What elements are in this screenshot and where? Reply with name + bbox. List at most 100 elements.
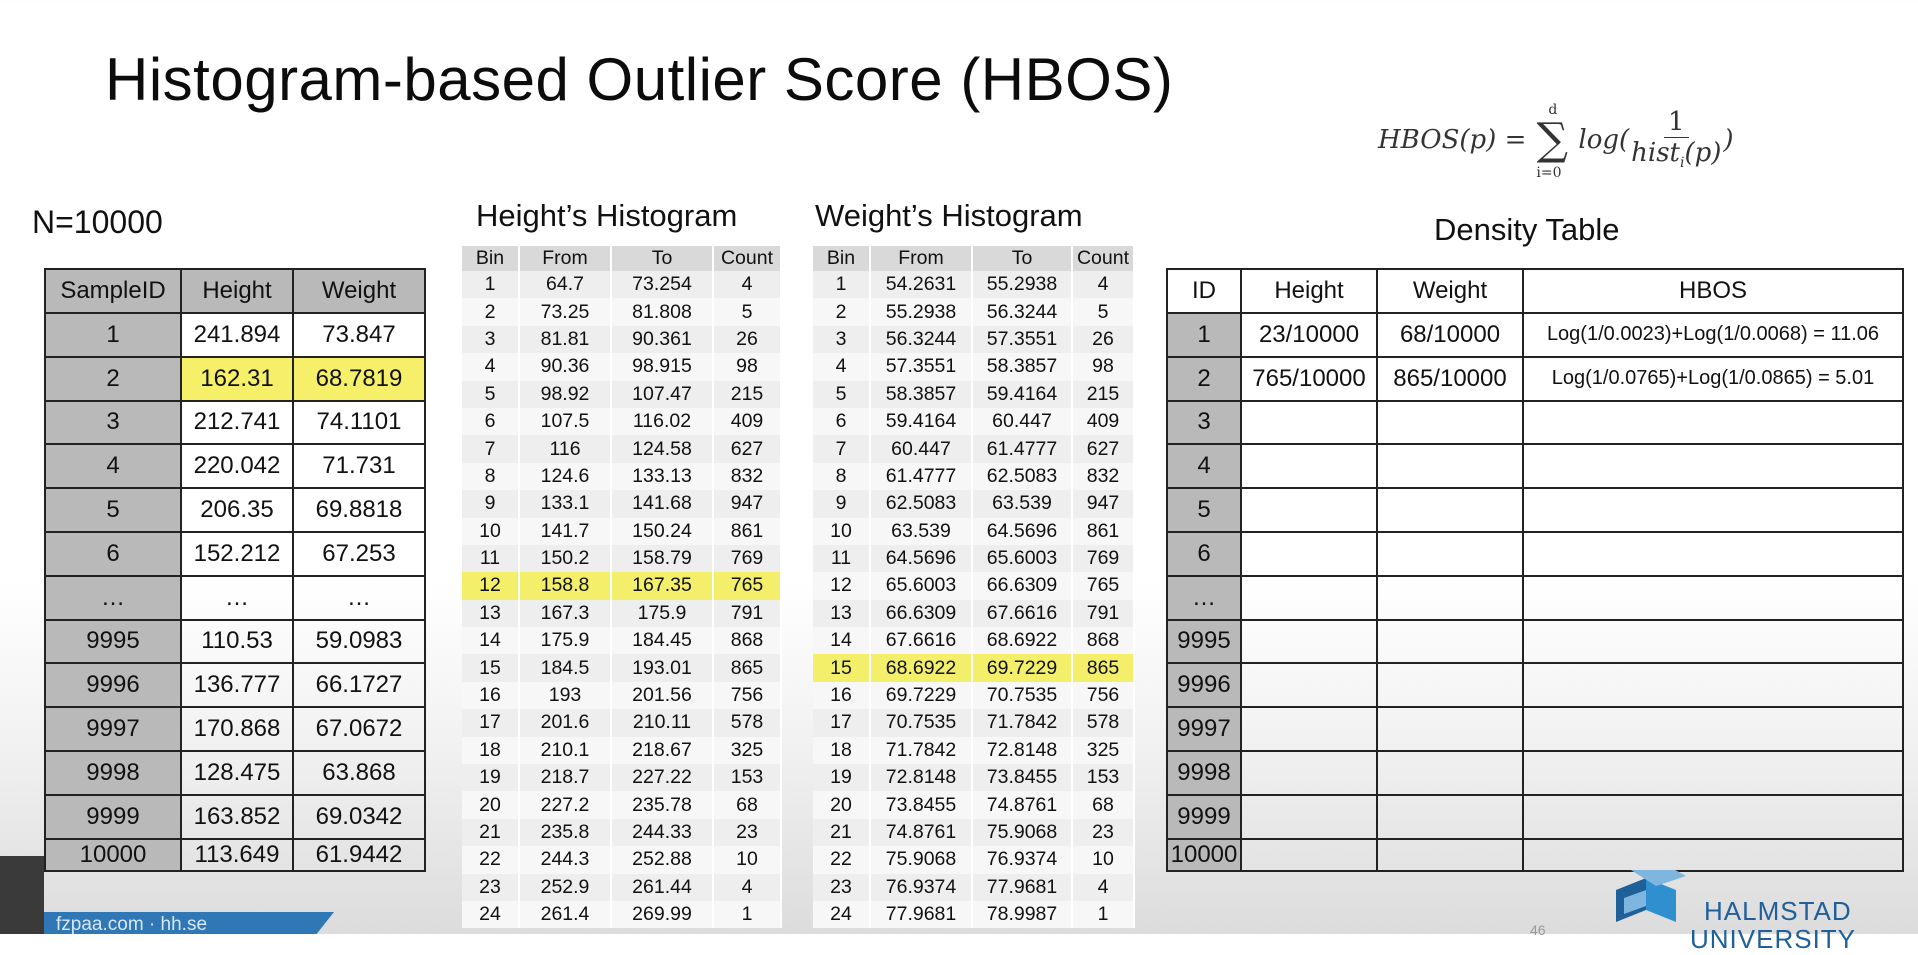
- sample-cell: 9998: [44, 749, 182, 796]
- formula-fraction: 1 histi(p): [1631, 108, 1721, 172]
- hist-cell: 24: [462, 900, 520, 929]
- hist-cell: 133.1: [520, 490, 612, 518]
- hist-cell: 55.2938: [973, 271, 1073, 299]
- sample-cell: 9999: [44, 793, 182, 840]
- density-cell: [1376, 837, 1524, 872]
- sample-cell: 71.731: [292, 443, 426, 490]
- hist-cell: 10: [813, 517, 871, 545]
- sample-cell: 2: [44, 355, 182, 402]
- hist-cell: 20: [813, 791, 871, 819]
- hist-cell: 67.6616: [871, 627, 973, 655]
- hist-header-cell: To: [612, 246, 714, 271]
- density-cell: [1240, 706, 1378, 752]
- hist-cell: 23: [714, 818, 782, 847]
- hist-row: 22 244.3 252.88 10: [462, 846, 782, 874]
- hist-row: 6 59.4164 60.447 409: [813, 407, 1135, 436]
- hist-cell: 4: [714, 271, 782, 299]
- hist-cell: 150.2: [520, 544, 612, 573]
- hist-row: 17 201.6 210.11 578: [462, 709, 782, 737]
- hist-header-cell: To: [973, 246, 1073, 271]
- hist-cell: 98: [714, 353, 782, 381]
- density-cell: [1376, 399, 1524, 446]
- hist-cell: 765: [714, 572, 782, 600]
- sample-row: 9998 128.475 63.868: [44, 749, 426, 796]
- hist-cell: 70.7535: [871, 709, 973, 737]
- hist-cell: 8: [462, 462, 520, 491]
- hist-cell: 61.4777: [973, 435, 1073, 463]
- hist-cell: 68: [714, 791, 782, 819]
- hist-header-cell: From: [520, 246, 612, 271]
- hist-cell: 107.47: [612, 380, 714, 408]
- hist-cell: 769: [1073, 544, 1135, 573]
- hist-cell: 215: [1073, 380, 1135, 408]
- hist-cell: 17: [462, 709, 520, 737]
- sample-cell: 68.7819: [292, 355, 426, 402]
- hist-row: 16 193 201.56 756: [462, 681, 782, 710]
- hist-row: 5 98.92 107.47 215: [462, 380, 782, 408]
- density-row: 6: [1166, 530, 1904, 577]
- sample-row: 1 241.894 73.847: [44, 312, 426, 358]
- sample-row: 10000 113.649 61.9442: [44, 837, 426, 872]
- hist-cell: 4: [1073, 271, 1135, 299]
- hist-cell: 12: [462, 572, 520, 600]
- hist-cell: 22: [462, 846, 520, 874]
- sample-cell: 74.1101: [292, 399, 426, 446]
- hist-row: 2 55.2938 56.3244 5: [813, 298, 1135, 326]
- hist-row: 12 65.6003 66.6309 765: [813, 572, 1135, 600]
- sample-cell: 1: [44, 312, 182, 358]
- hist-cell: 578: [714, 709, 782, 737]
- hist-cell: 150.24: [612, 517, 714, 545]
- hist-cell: 4: [714, 873, 782, 901]
- density-cell: [1522, 618, 1904, 665]
- density-cell: [1522, 530, 1904, 577]
- hist-cell: 1: [813, 271, 871, 299]
- density-cell: [1376, 443, 1524, 490]
- hist-cell: 832: [1073, 462, 1135, 491]
- hist-cell: 865: [1073, 654, 1135, 682]
- density-cell: [1240, 837, 1378, 872]
- hist-cell: 73.8455: [973, 764, 1073, 792]
- sample-cell: 220.042: [180, 443, 294, 490]
- sample-cell: 110.53: [180, 618, 294, 665]
- hist-cell: 73.25: [520, 298, 612, 326]
- formula-lhs: HBOS(p) =: [1378, 124, 1527, 155]
- density-cell: 68/10000: [1376, 312, 1524, 358]
- hist-cell: 2: [462, 298, 520, 326]
- hist-cell: 227.22: [612, 764, 714, 792]
- density-cell: [1376, 662, 1524, 709]
- height-histogram-title: Height’s Histogram: [476, 198, 738, 233]
- sample-table: SampleID Height Weight 1 241.894 73.847 2 162.…: [44, 268, 426, 872]
- left-edge-tab: [0, 856, 44, 934]
- sample-header-cell: Height: [180, 268, 294, 314]
- density-cell: [1376, 574, 1524, 621]
- hist-cell: 5: [813, 380, 871, 408]
- hist-cell: 7: [813, 435, 871, 463]
- logo-text-university: UNIVERSITY: [1690, 924, 1857, 954]
- hist-row: 22 75.9068 76.9374 10: [813, 846, 1135, 874]
- hist-cell: 215: [714, 380, 782, 408]
- formula-denominator: histi(p): [1631, 137, 1722, 171]
- sample-cell: 162.31: [180, 355, 294, 402]
- density-cell: [1240, 793, 1378, 840]
- hist-cell: 9: [462, 490, 520, 518]
- hist-cell: 15: [462, 654, 520, 682]
- sample-cell: 206.35: [180, 487, 294, 533]
- hist-cell: 23: [462, 873, 520, 901]
- hist-row: 24 261.4 269.99 1: [462, 900, 782, 929]
- density-cell: [1522, 399, 1904, 446]
- hist-cell: 153: [1073, 764, 1135, 792]
- hist-cell: 141.7: [520, 517, 612, 545]
- density-row: 1 23/10000 68/10000 Log(1/0.0023)+Log(1/0.0…: [1166, 312, 1904, 358]
- sample-cell: 4: [44, 443, 182, 490]
- hist-row: 9 133.1 141.68 947: [462, 490, 782, 518]
- sample-row: 9999 163.852 69.0342: [44, 793, 426, 840]
- hist-cell: 269.99: [612, 900, 714, 929]
- height-histogram-table: Bin From To Count 1 64.7 73.254 4 2 73.25 81.808 5…: [462, 246, 782, 929]
- sample-cell: 128.475: [180, 749, 294, 796]
- hist-cell: 6: [462, 407, 520, 436]
- hist-cell: 72.8148: [871, 764, 973, 792]
- density-cell: 9999: [1166, 793, 1242, 840]
- sample-cell: 3: [44, 399, 182, 446]
- hist-cell: 66.6309: [871, 599, 973, 628]
- hist-cell: 861: [1073, 517, 1135, 545]
